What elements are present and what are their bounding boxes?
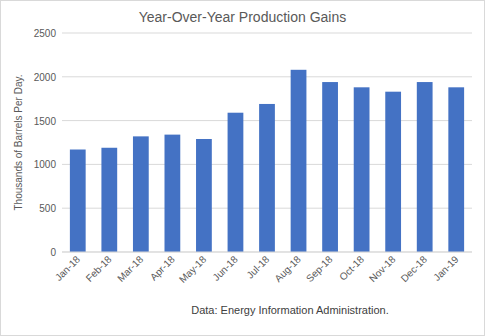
x-tick-label: Jan-19 [431,253,461,283]
bar [133,136,149,252]
x-tick-label: Jul-18 [244,253,271,280]
bar [385,92,401,252]
y-tick-label: 500 [39,203,56,214]
x-tick-label: Jun-18 [210,253,240,283]
x-tick-label: Aug-18 [272,253,303,284]
bars [70,70,464,252]
bar [101,148,117,252]
x-tick-label: Sep-18 [304,253,335,284]
chart-frame [1,1,485,336]
y-tick-label: 1000 [34,159,57,170]
bar [196,139,212,252]
y-tick-label: 2000 [34,72,57,83]
chart-svg: Year-Over-Year Production Gains 0 500 1000 1… [0,0,485,336]
x-tick-label: Jan-18 [53,253,83,283]
bar [165,135,181,252]
grid-line [62,33,472,34]
x-tick-label: Dec-18 [399,253,430,284]
bar [322,82,338,252]
bar [259,104,275,252]
x-tick-label: Apr-18 [148,253,177,282]
x-tick-label: Oct-18 [337,253,366,282]
chart-title: Year-Over-Year Production Gains [139,9,347,25]
y-tick-label: 1500 [34,116,57,127]
x-tick-label: Mar-18 [115,253,145,283]
chart-container: Year-Over-Year Production Gains 0 500 1000 1… [0,0,485,336]
source-note: Data: Energy Information Administration. [191,304,388,316]
bar [417,82,433,252]
grid-line [62,252,472,253]
y-tick-label: 0 [50,247,56,258]
bar [448,87,464,252]
x-tick-label: Feb-18 [84,253,114,283]
bar [70,150,86,252]
x-axis-line [62,252,472,253]
bar [291,70,307,252]
x-tick-label: May-18 [177,253,209,285]
grid-line [62,76,472,77]
bar [354,87,370,252]
x-tick-label: Nov-18 [367,253,398,284]
y-axis-label: Thousands of Barrels Per Day. [13,75,24,211]
bar [228,113,244,252]
y-tick-label: 2500 [34,28,57,39]
